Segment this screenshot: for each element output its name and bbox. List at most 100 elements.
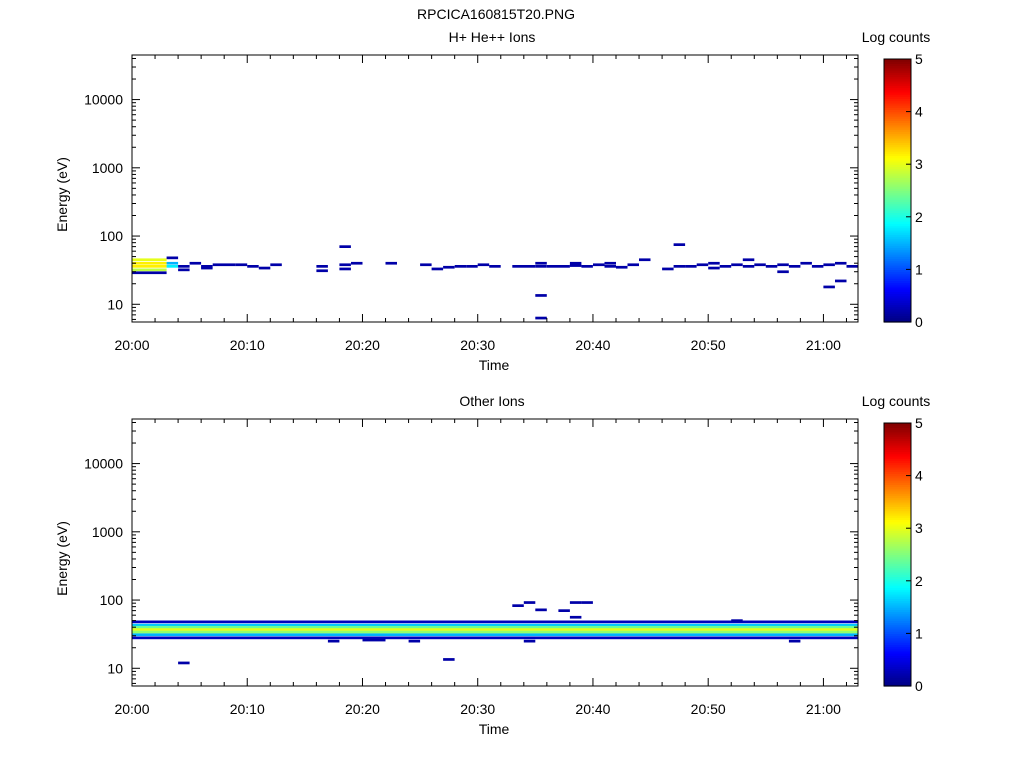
colorbar-tick-label: 1 <box>915 261 923 277</box>
colorbar-segment <box>884 455 911 459</box>
heatmap-cell <box>132 268 167 272</box>
colorbar-segment <box>884 205 911 209</box>
colorbar-segment <box>884 91 911 95</box>
x-tick-label: 20:20 <box>345 701 380 717</box>
heatmap-cell <box>742 258 755 262</box>
plot-frame <box>131 418 859 687</box>
heatmap-cell <box>708 266 720 270</box>
colorbar-segment <box>884 552 911 556</box>
colorbar-segment <box>884 229 911 233</box>
colorbar-segment <box>884 227 911 231</box>
heatmap-cell <box>685 265 697 268</box>
heatmap-cell <box>811 265 824 268</box>
colorbar-segment <box>884 67 911 71</box>
colorbar-segment <box>884 567 911 571</box>
colorbar-segment <box>884 212 911 216</box>
colorbar: 0 1 2 3 4 5 Log counts <box>862 393 931 694</box>
colorbar-segment <box>884 258 911 262</box>
colorbar-segment <box>884 157 911 161</box>
colorbar-segment <box>884 622 911 626</box>
colorbar-segment <box>884 267 911 270</box>
heatmap-cell <box>132 636 858 640</box>
colorbar-segment <box>884 653 911 656</box>
colorbar-segment <box>884 602 911 606</box>
colorbar-segment <box>884 589 911 593</box>
heatmap-cell <box>339 263 351 267</box>
y-tick-label: 1000 <box>92 160 123 176</box>
colorbar-segment <box>884 591 911 595</box>
colorbar-segment <box>884 486 911 490</box>
colorbar-segment <box>884 488 911 492</box>
colorbar-segment <box>884 475 911 479</box>
heatmap-cell <box>132 620 858 624</box>
colorbar-segment <box>884 85 911 89</box>
colorbar-segment <box>884 80 911 84</box>
colorbar-segment <box>884 427 911 431</box>
colorbar-segment <box>884 179 911 183</box>
heatmap-cell <box>132 625 858 629</box>
colorbar-segment <box>884 201 911 205</box>
colorbar-segment <box>884 633 911 637</box>
heatmap-cell <box>604 265 616 268</box>
x-axis-label: Time <box>479 721 510 737</box>
heatmap-cell <box>708 261 720 265</box>
heatmap-cell <box>132 630 858 634</box>
colorbar-segment <box>884 61 911 64</box>
x-tick-label: 20:10 <box>230 337 265 353</box>
heatmap-cell <box>477 263 490 267</box>
heatmap-cell <box>731 263 743 267</box>
colorbar-segment <box>884 308 911 312</box>
colorbar-segment <box>884 183 911 187</box>
colorbar-segment <box>884 433 911 437</box>
colorbar-segment <box>884 635 911 639</box>
colorbar-segment <box>884 449 911 453</box>
colorbar-segment <box>884 164 911 167</box>
colorbar-segment <box>884 593 911 597</box>
colorbar-tick-label: 4 <box>915 468 923 484</box>
colorbar-segment <box>884 284 911 288</box>
colorbar-segment <box>884 302 911 306</box>
colorbar-segment <box>884 76 911 80</box>
colorbar-tick-label: 2 <box>915 573 923 589</box>
colorbar-segment <box>884 479 911 483</box>
colorbar-segment <box>884 677 911 681</box>
heatmap-cell <box>132 258 167 262</box>
heatmap-cell <box>132 623 858 627</box>
colorbar-segment <box>884 521 911 525</box>
colorbar-segment <box>884 543 911 547</box>
heatmap-cell <box>178 265 190 268</box>
colorbar-segment <box>884 304 911 308</box>
colorbar-segment <box>884 188 911 192</box>
colorbar-segment <box>884 72 911 75</box>
colorbar-segment <box>884 578 911 582</box>
colorbar-segment <box>884 585 911 588</box>
colorbar-segment <box>884 291 911 295</box>
colorbar-segment <box>884 436 911 439</box>
x-tick-label: 21:00 <box>806 337 841 353</box>
colorbar-segment <box>884 600 911 604</box>
colorbar-segment <box>884 558 911 562</box>
colorbar-tick-label: 3 <box>915 156 923 172</box>
panel-title: H+ He++ Ions <box>449 29 536 45</box>
colorbar-segment <box>884 646 911 650</box>
heatmap-cell <box>201 266 213 270</box>
colorbar-segment <box>884 251 911 255</box>
colorbar-segment <box>884 626 911 630</box>
colorbar-segment <box>884 609 911 613</box>
heatmap-cell <box>558 609 570 612</box>
colorbar-segment <box>884 453 911 457</box>
colorbar-segment <box>884 431 911 435</box>
heatmap-cell <box>673 243 686 246</box>
x-tick-label: 20:50 <box>691 701 726 717</box>
heatmap-cell <box>443 265 455 269</box>
colorbar-segment <box>884 78 911 82</box>
colorbar-segment <box>884 151 911 154</box>
colorbar-segment <box>884 140 911 143</box>
heatmap-cell <box>535 316 547 320</box>
y-tick-label: 10000 <box>84 92 123 108</box>
heatmap-cell <box>339 245 351 248</box>
colorbar-segment <box>884 464 911 468</box>
colorbar-segment <box>884 311 911 314</box>
colorbar-segment <box>884 265 911 268</box>
colorbar-segment <box>884 447 911 450</box>
